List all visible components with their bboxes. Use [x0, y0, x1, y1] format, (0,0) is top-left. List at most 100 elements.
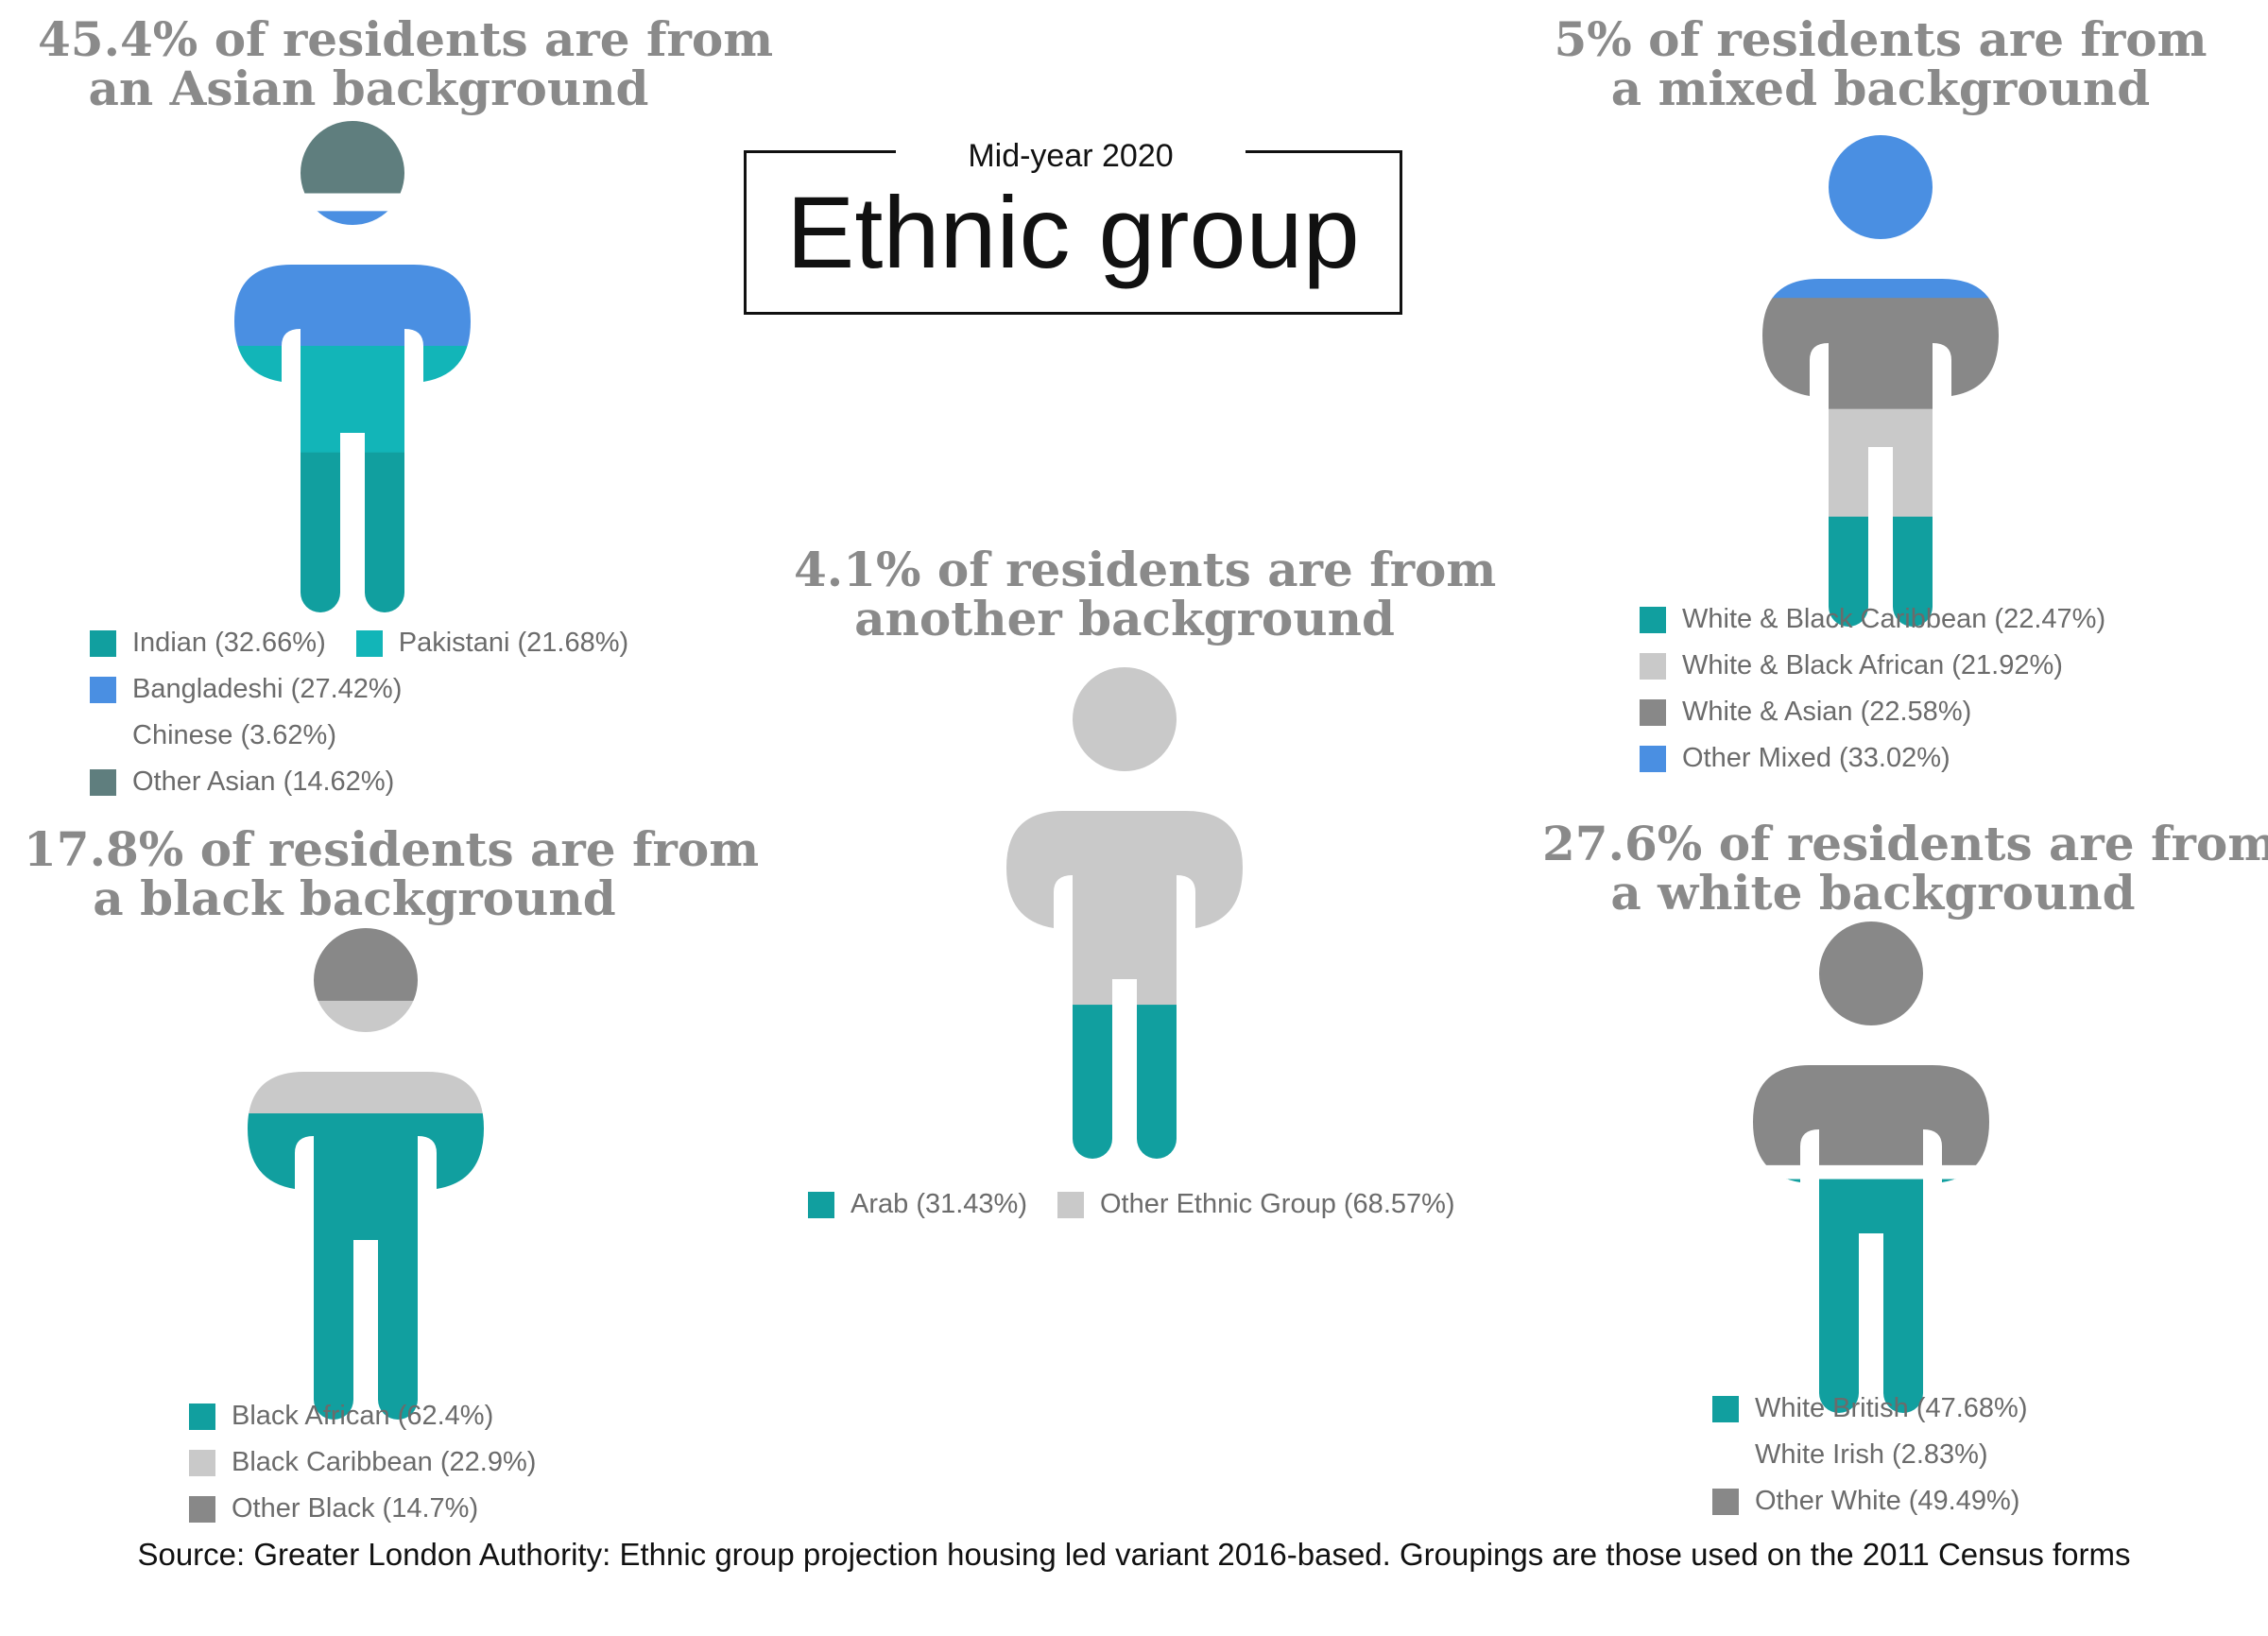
mixed-figure-svg [1762, 135, 1999, 627]
other-headline-line-1: 4.1% of residents are from [794, 542, 1497, 597]
legend-item-black-caribbean: Black Caribbean (22.9%) [189, 1447, 536, 1478]
legend-swatch [1640, 606, 1666, 633]
legend-item-arab: Arab (31.43%) [808, 1189, 1027, 1220]
white-person-figure [1753, 921, 1989, 1413]
legend-label: Other White (49.49%) [1755, 1486, 2020, 1516]
black-headline-line-2: a black background [93, 870, 616, 926]
legend-item-white-british: White British (47.68%) [1712, 1393, 2028, 1424]
asian-legend: Indian (32.66%) Pakistani (21.68%) Bangl… [90, 620, 659, 805]
legend-label: White British (47.68%) [1755, 1393, 2028, 1423]
other-figure-bands [1006, 667, 1243, 1159]
legend-swatch [1712, 1488, 1739, 1515]
legend-item-white-black-caribbean: White & Black Caribbean (22.47%) [1640, 604, 2105, 635]
figure-band-white-black-african [1762, 408, 1999, 517]
mixed-headline-line-2: a mixed background [1610, 60, 2151, 116]
legend-item-other-white: Other White (49.49%) [1712, 1486, 2019, 1517]
mixed-legend: White & Black Caribbean (22.47%) White &… [1640, 596, 2136, 782]
asian-figure-bands [234, 121, 471, 612]
legend-swatch [355, 629, 383, 657]
other-figure-svg [1006, 667, 1243, 1159]
legend-item-indian: Indian (32.66%) [90, 628, 326, 659]
figure-band-other-asian [234, 121, 471, 194]
figure-band-indian [234, 452, 471, 612]
page-subtitle: Mid-year 2020 [896, 134, 1246, 178]
black-figure-svg [248, 928, 484, 1420]
legend-swatch [189, 1495, 215, 1523]
asian-headline: 45.4% of residents are from an Asian bac… [38, 11, 774, 116]
figure-band-other-white [1753, 921, 1989, 1165]
legend-swatch [189, 1403, 215, 1430]
source-note: Source: Greater London Authority: Ethnic… [137, 1537, 2131, 1572]
legend-label: Pakistani (21.68%) [398, 628, 629, 658]
other-person-figure [1006, 667, 1243, 1159]
legend-swatch [90, 676, 116, 703]
figure-band-other-mixed [1762, 135, 1999, 299]
white-headline-line-2: a white background [1610, 865, 2136, 921]
figure-band-other-black [248, 928, 484, 1001]
figure-band-white-irish [1753, 1164, 1989, 1180]
white-headline: 27.6% of residents are from a white back… [1542, 816, 2268, 921]
legend-swatch [90, 629, 116, 657]
asian-person-figure [234, 121, 471, 612]
black-legend: Black African (62.4%) Black Caribbean (2… [189, 1393, 566, 1532]
black-figure-bands [248, 928, 484, 1420]
legend-item-other-asian: Other Asian (14.62%) [90, 766, 394, 798]
figure-band-chinese [234, 193, 471, 212]
mixed-figure-bands [1762, 135, 1999, 627]
asian-figure-svg [234, 121, 471, 612]
mixed-headline: 5% of residents are from a mixed backgro… [1550, 15, 2211, 113]
white-legend: White British (47.68%) White Irish (2.83… [1712, 1386, 2058, 1524]
black-person-figure [248, 928, 484, 1420]
figure-band-white-british [1753, 1179, 1989, 1413]
legend-label: White & Black Caribbean (22.47%) [1682, 604, 2106, 634]
page-title: Ethnic group [786, 175, 1360, 289]
asian-headline-line-1: 45.4% of residents are from [38, 11, 774, 67]
legend-item-white-black-african: White & Black African (21.92%) [1640, 650, 2063, 681]
legend-swatch [90, 722, 116, 749]
title-box: Ethnic group [744, 150, 1402, 315]
other-headline: 4.1% of residents are from another backg… [794, 542, 1497, 644]
legend-item-white-asian: White & Asian (22.58%) [1640, 697, 1971, 728]
legend-label: Other Mixed (33.02%) [1682, 743, 1950, 773]
legend-label: Other Ethnic Group (68.57%) [1100, 1189, 1455, 1219]
other-legend: Arab (31.43%) Other Ethnic Group (68.57%… [808, 1181, 1486, 1228]
legend-label: Bangladeshi (27.42%) [132, 674, 403, 704]
legend-swatch [1640, 698, 1666, 726]
legend-label: Black Caribbean (22.9%) [232, 1447, 537, 1477]
legend-label: Other Black (14.7%) [232, 1493, 479, 1524]
legend-swatch [1712, 1441, 1739, 1469]
legend-item-other-mixed: Other Mixed (33.02%) [1640, 743, 1950, 774]
black-headline: 17.8% of residents are from a black back… [24, 825, 759, 926]
legend-label: White & Black African (21.92%) [1682, 650, 2063, 680]
legend-label: Black African (62.4%) [232, 1401, 494, 1431]
legend-item-other-black: Other Black (14.7%) [189, 1493, 478, 1524]
legend-item-bangladeshi: Bangladeshi (27.42%) [90, 674, 402, 705]
legend-item-chinese: Chinese (3.62%) [90, 720, 336, 751]
mixed-person-figure [1762, 135, 1999, 627]
figure-band-black-caribbean [248, 1000, 484, 1114]
legend-swatch [1640, 745, 1666, 772]
figure-band-other-ethnic-group [1006, 667, 1243, 1006]
legend-label: Other Asian (14.62%) [132, 766, 395, 797]
legend-label: Chinese (3.62%) [132, 720, 336, 750]
white-figure-bands [1753, 921, 1989, 1413]
legend-label: White & Asian (22.58%) [1682, 697, 1972, 727]
legend-swatch [808, 1191, 834, 1218]
figure-band-black-african [248, 1112, 484, 1420]
white-headline-line-1: 27.6% of residents are from [1542, 816, 2268, 871]
legend-swatch [1057, 1191, 1084, 1218]
legend-swatch [1712, 1395, 1739, 1422]
legend-swatch [90, 768, 116, 796]
legend-swatch [189, 1449, 215, 1476]
legend-label: Arab (31.43%) [850, 1189, 1027, 1219]
legend-label: White Irish (2.83%) [1755, 1439, 1988, 1470]
figure-band-white-asian [1762, 297, 1999, 409]
figure-band-bangladeshi [234, 210, 471, 346]
white-figure-svg [1753, 921, 1989, 1413]
asian-headline-line-2: an Asian background [88, 60, 649, 116]
legend-label: Indian (32.66%) [132, 628, 326, 658]
legend-swatch [1640, 652, 1666, 680]
mixed-headline-line-1: 5% of residents are from [1554, 11, 2208, 67]
legend-item-black-african: Black African (62.4%) [189, 1401, 493, 1432]
figure-band-arab [1006, 1004, 1243, 1159]
